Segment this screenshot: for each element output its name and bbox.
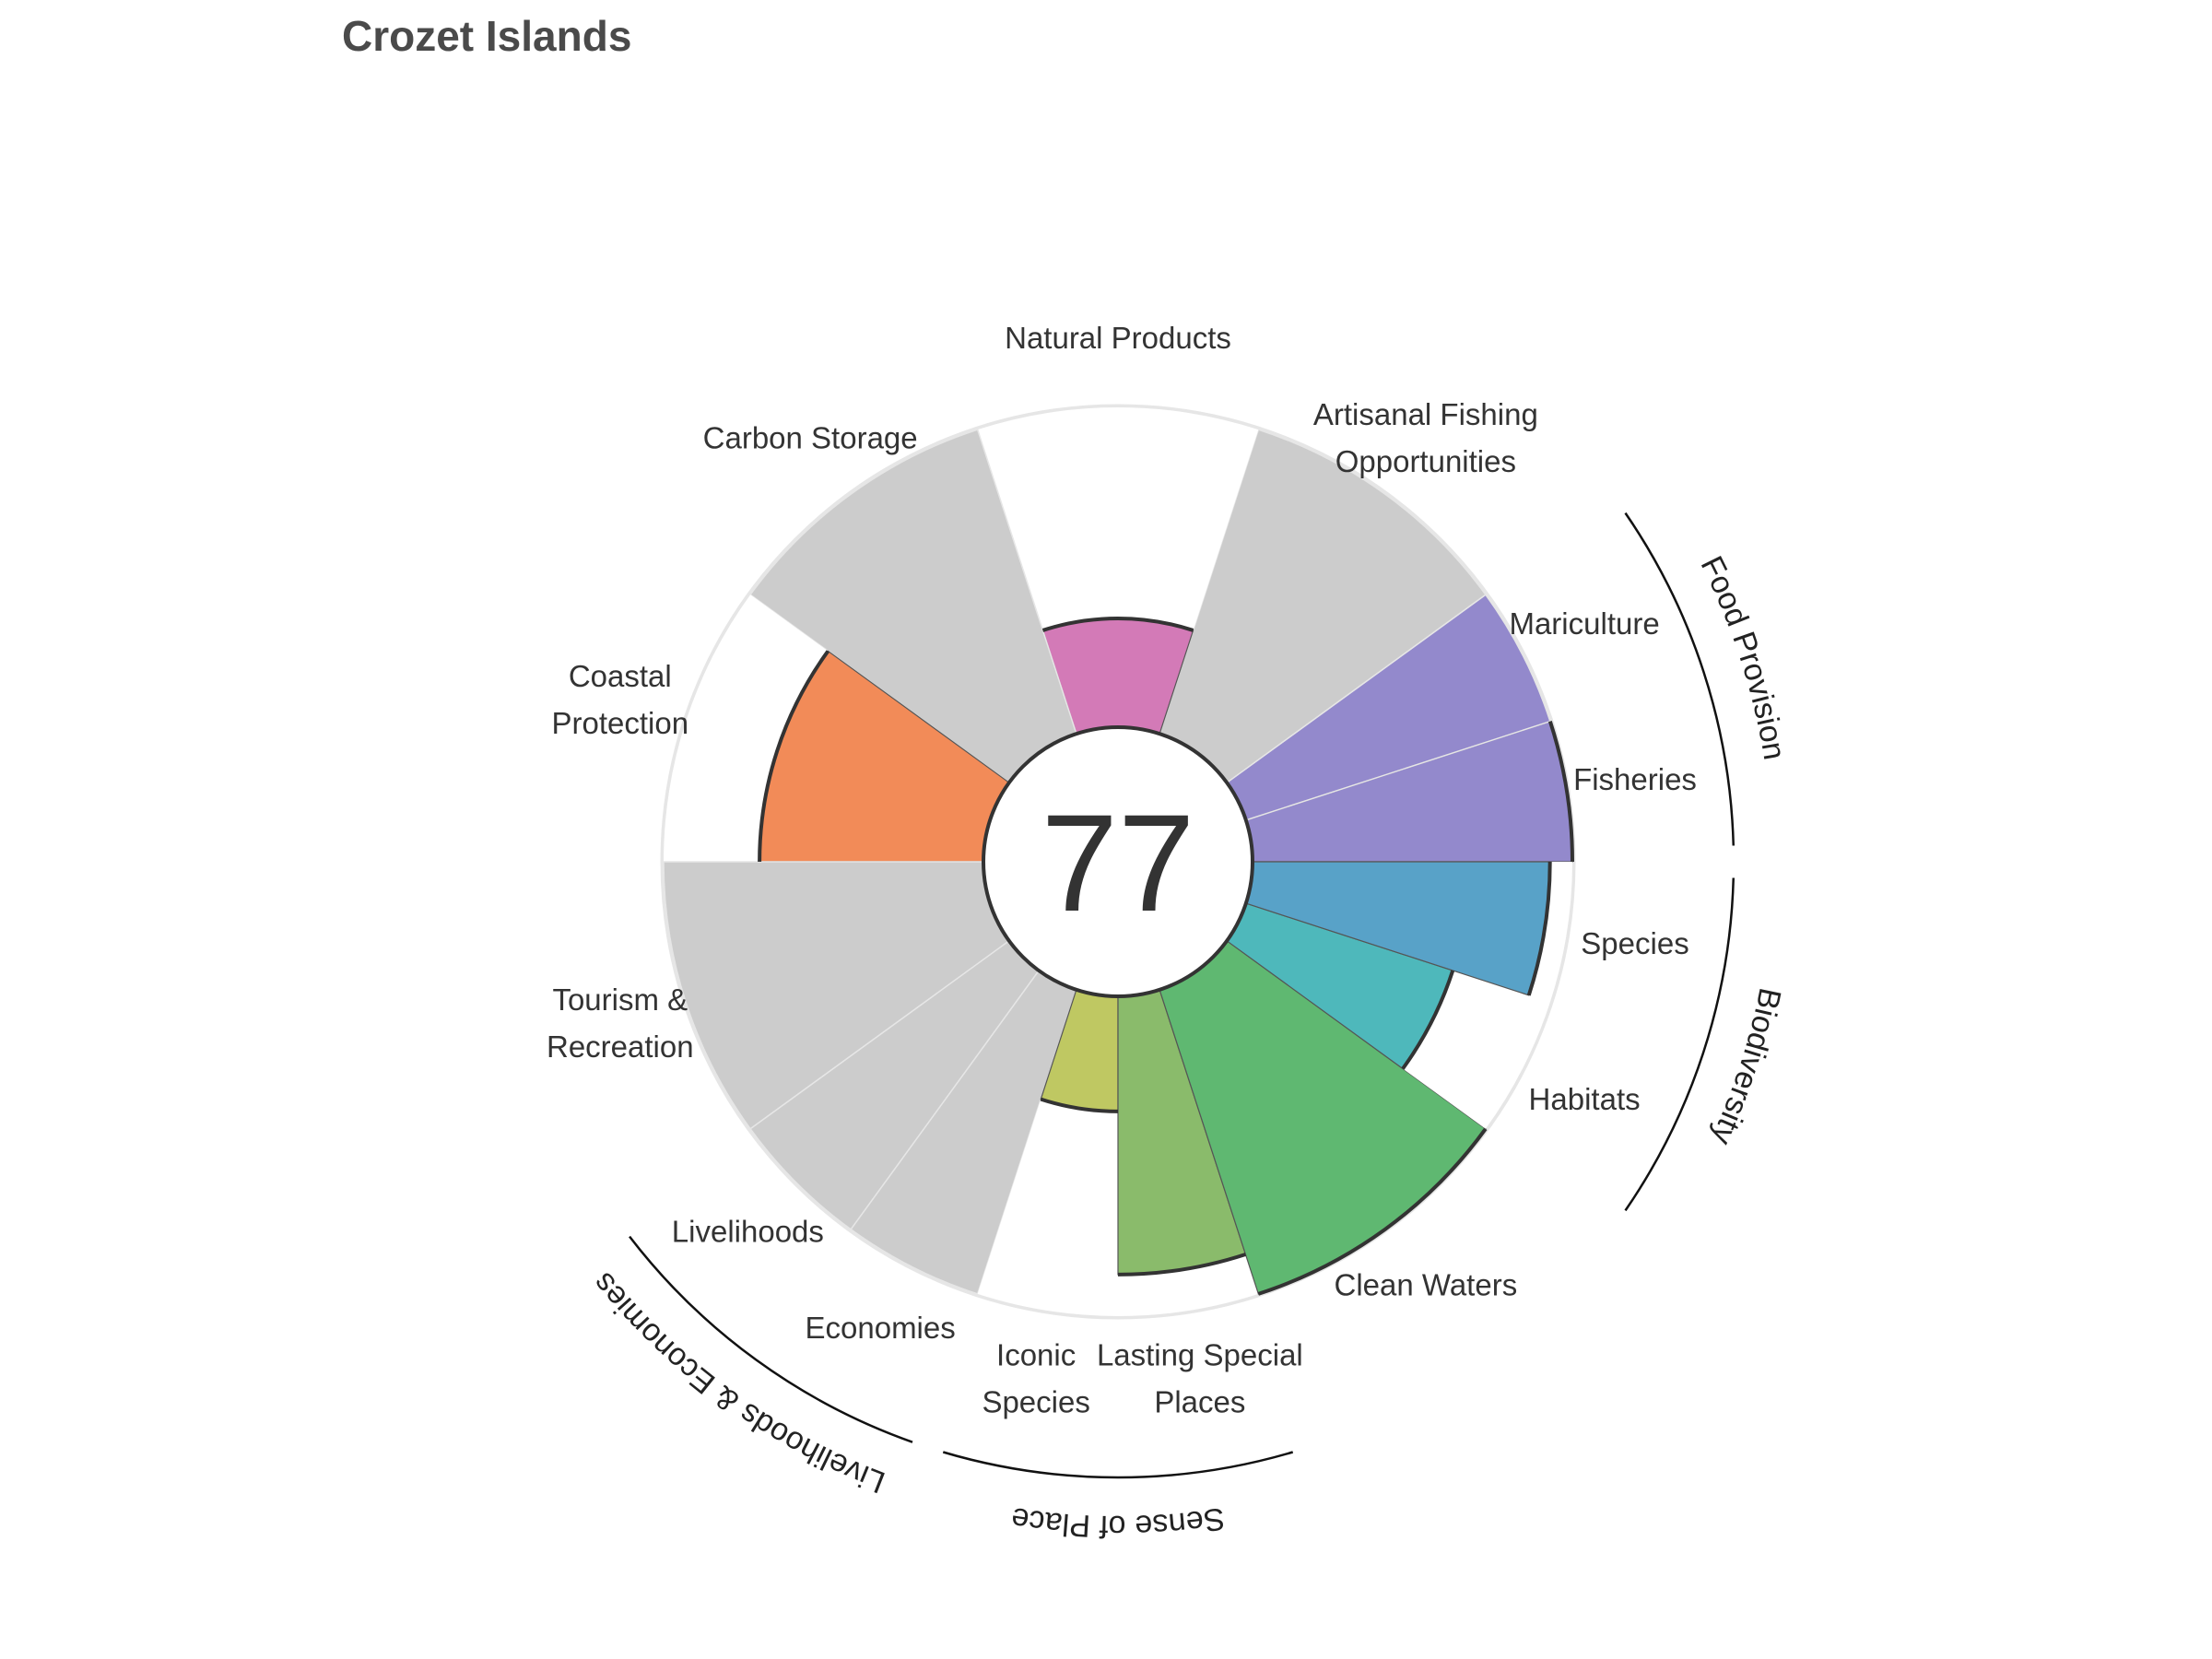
wedge-outline-coastal-protection: [758, 650, 830, 863]
wedge-outline-habitats: [1401, 970, 1455, 1070]
wedge-outline-iconic-species: [1040, 1097, 1119, 1113]
chart-title: Crozet Islands: [342, 12, 631, 60]
overall-score: 77: [1041, 785, 1195, 940]
group-label-livelihoods-and-economies: Livelihoods & Economies: [585, 1265, 889, 1500]
group-arc-biodiversity: [1624, 877, 1735, 1212]
label-clean-waters: Clean Waters: [1335, 1268, 1518, 1302]
wedge-outline-species: [1526, 861, 1552, 996]
label-iconic-species: Iconic Species: [982, 1338, 1089, 1419]
label-lasting-special-places: Lasting Special Places: [1097, 1338, 1303, 1419]
label-artisanal-fishing-opportunities: Artisanal Fishing Opportunities: [1313, 397, 1538, 478]
wedge-outline-natural-products: [1041, 617, 1194, 632]
group-arc-food-provision: [1624, 512, 1735, 846]
wedge-bg-natural-products: [977, 407, 1259, 735]
label-coastal-protection: Coastal Protection: [552, 659, 689, 740]
wedge-outline-lasting-special-places: [1117, 1253, 1247, 1277]
label-tourism-and-recreation: Tourism & Recreation: [547, 982, 694, 1064]
outlines-layer: [758, 617, 1574, 1296]
label-economies: Economies: [806, 1311, 956, 1345]
label-carbon-storage: Carbon Storage: [703, 420, 918, 454]
label-livelihoods: Livelihoods: [672, 1215, 824, 1249]
petal-labels-layer: Fisheries Mariculture Artisanal Fishing Opp…: [547, 321, 1697, 1419]
label-mariculture: Mariculture: [1509, 606, 1659, 641]
wedge-outline-fisheries: [1547, 721, 1574, 863]
group-arc-livelihoods-and-economies: [629, 1235, 913, 1443]
label-fisheries: Fisheries: [1573, 762, 1697, 796]
group-label-sense-of-place: Sense of Place: [1009, 1500, 1228, 1544]
wedges-layer: [660, 404, 1576, 1320]
label-natural-products: Natural Products: [1005, 321, 1231, 355]
group-arc-sense-of-place: [942, 1451, 1294, 1479]
wedge-outline-clean-waters: [1257, 1127, 1488, 1296]
center-circle: [982, 725, 1254, 998]
group-label-food-provision: Food Provision: [1694, 551, 1793, 763]
label-species: Species: [1581, 926, 1688, 960]
group-path-livelihoods-and-economies: [599, 1260, 900, 1478]
label-habitats: Habitats: [1529, 1082, 1641, 1116]
